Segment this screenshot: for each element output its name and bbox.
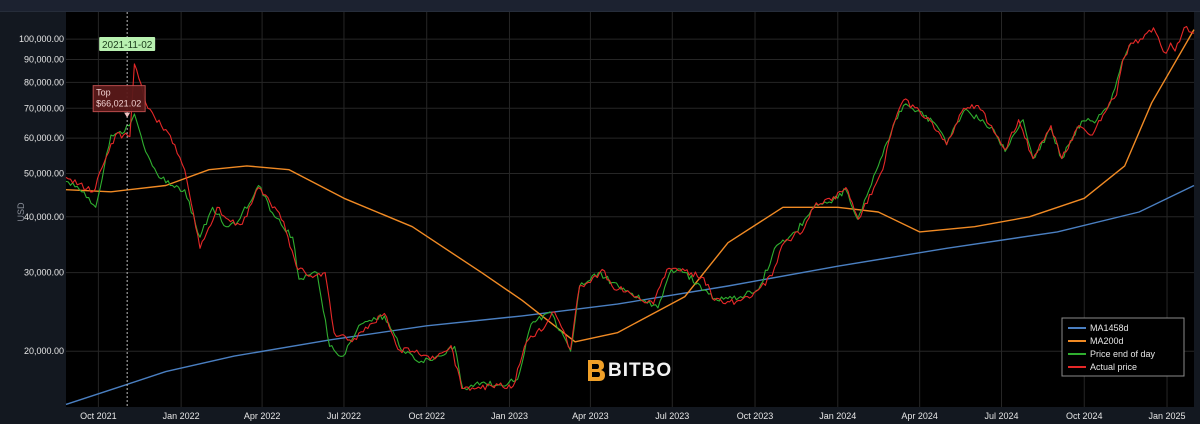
series-line-2 [65, 42, 1132, 391]
x-tick-label: Jan 2024 [819, 411, 856, 421]
x-tick-label: Oct 2022 [408, 411, 445, 421]
x-tick-label: Jan 2023 [491, 411, 528, 421]
legend-entry: MA200d [1090, 336, 1124, 346]
date-marker: 2021-11-02 [99, 12, 156, 407]
y-tick-label: 50,000.00 [24, 169, 64, 179]
x-tick-label: Apr 2022 [244, 411, 281, 421]
y-tick-label: 40,000.00 [24, 212, 64, 222]
top-pointer-icon [124, 112, 131, 118]
x-tick-label: Apr 2023 [572, 411, 609, 421]
series-line-3 [65, 25, 1195, 391]
x-tick-label: Oct 2021 [80, 411, 117, 421]
x-tick-label: Jul 2024 [984, 411, 1018, 421]
top-annotation-box [92, 85, 146, 113]
y-tick-label: 60,000.00 [24, 133, 64, 143]
legend-entry: Actual price [1090, 362, 1137, 372]
y-tick-label: 90,000.00 [24, 55, 64, 65]
y-tick-label: 20,000.00 [24, 346, 64, 356]
x-tick-label: Jan 2025 [1148, 411, 1185, 421]
marker-date-label: 2021-11-02 [102, 40, 153, 51]
series-layer [65, 25, 1195, 406]
bitbo-logo: BITBO [588, 360, 672, 381]
y-axis-label: USD [16, 202, 26, 222]
x-tick-label: Jul 2022 [327, 411, 361, 421]
x-tick-label: Jul 2023 [655, 411, 689, 421]
y-tick-label: 100,000.00 [19, 34, 64, 44]
top-annotation: Top $66,021.02 [92, 85, 146, 118]
marker-date-badge [99, 37, 156, 51]
bitbo-logo-text: BITBO [608, 360, 672, 381]
y-tick-label: 80,000.00 [24, 77, 64, 87]
series-line-0 [65, 184, 1195, 406]
legend-entry: MA1458d [1090, 323, 1129, 333]
y-tick-label: 30,000.00 [24, 268, 64, 278]
x-tick-label: Apr 2024 [901, 411, 938, 421]
y-tick-label: 70,000.00 [24, 103, 64, 113]
bitbo-logo-icon [588, 360, 605, 381]
grid [66, 12, 1194, 407]
x-tick-label: Oct 2023 [737, 411, 774, 421]
legend-entry: Price end of day [1090, 349, 1156, 359]
series-line-1 [65, 29, 1195, 343]
plot-area [66, 12, 1194, 407]
top-annotation-title: Top [96, 88, 111, 98]
x-tick-label: Jan 2022 [163, 411, 200, 421]
legend: MA1458d MA200d Price end of day Actual pric… [1061, 317, 1185, 377]
top-bar [0, 0, 1200, 12]
y-axis-ticks: 20,000.00 30,000.00 40,000.00 50,000.00 60,0… [19, 34, 64, 356]
x-axis-ticks: Oct 2021 Jan 2022 Apr 2022 Jul 2022 Oct 2022… [80, 411, 1185, 421]
x-tick-label: Oct 2024 [1066, 411, 1103, 421]
top-annotation-value: $66,021.02 [96, 99, 141, 109]
